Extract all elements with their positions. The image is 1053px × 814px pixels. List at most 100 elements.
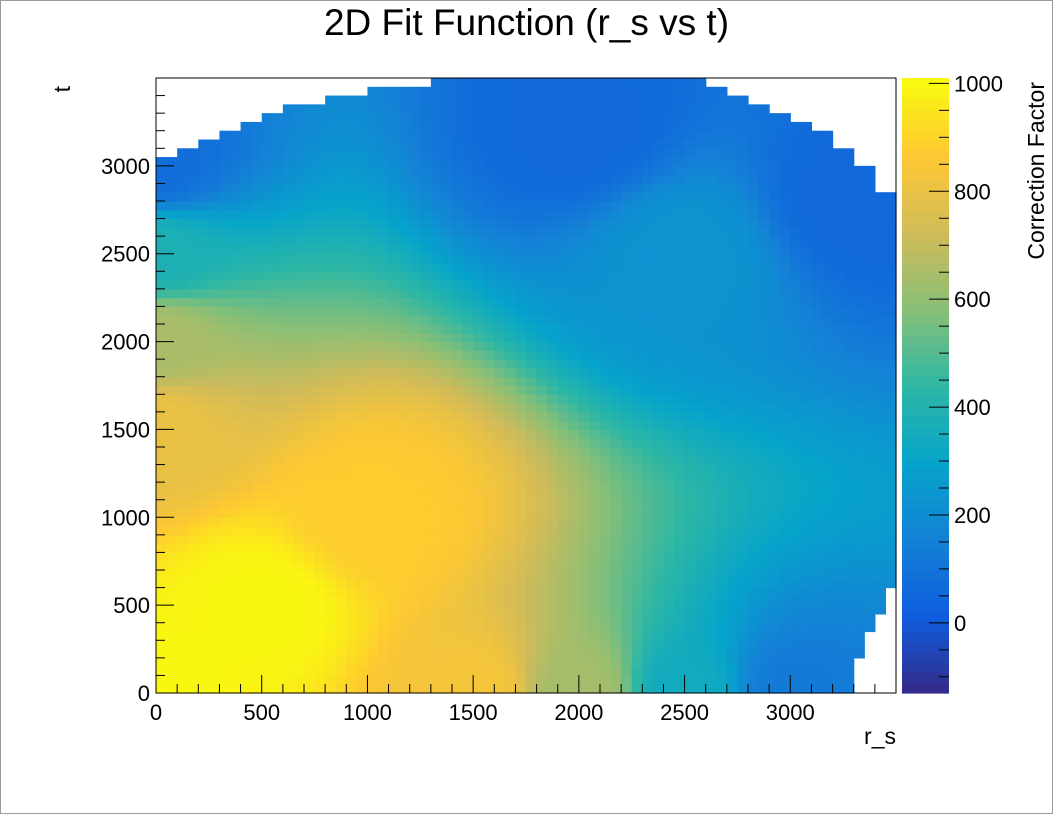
heatmap-cell [652, 174, 665, 185]
heatmap-cell [452, 148, 464, 158]
heatmap-cell [504, 552, 517, 562]
heatmap-cell [589, 499, 601, 510]
heatmap-cell [230, 341, 242, 351]
heatmap-cell [822, 464, 834, 474]
heatmap-cell [822, 350, 834, 360]
heatmap-cell [272, 262, 284, 272]
heatmap-cell [378, 201, 390, 211]
heatmap-cell [600, 174, 612, 185]
heatmap-cell [811, 139, 823, 149]
heatmap-cell [251, 649, 263, 659]
heatmap-cell [261, 385, 273, 395]
heatmap-cell [346, 499, 358, 510]
heatmap-cell [737, 464, 749, 474]
heatmap-cell [441, 183, 453, 193]
heatmap-cell [536, 78, 548, 88]
heatmap-cell [853, 473, 865, 483]
heatmap-cell [198, 394, 210, 404]
heatmap-cell [230, 218, 242, 228]
heatmap-cell [378, 657, 390, 668]
heatmap-cell [652, 253, 665, 264]
heatmap-cell [494, 236, 506, 246]
heatmap-cell [198, 613, 210, 624]
heatmap-cell [441, 587, 453, 597]
heatmap-cell [483, 508, 495, 518]
heatmap-cell [409, 271, 421, 281]
heatmap-cell [504, 113, 517, 123]
heatmap-cell [378, 587, 390, 597]
heatmap-cell [251, 253, 263, 264]
heatmap-cell [420, 359, 432, 369]
heatmap-cell [282, 684, 295, 694]
heatmap-cell [726, 385, 739, 395]
heatmap-cell [526, 315, 538, 325]
heatmap-cell [536, 447, 548, 457]
heatmap-cell [769, 218, 781, 228]
heatmap-cell [843, 429, 855, 439]
heatmap-cell [800, 121, 813, 132]
heatmap-cell [758, 526, 770, 536]
heatmap-cell [621, 95, 633, 105]
heatmap-cell [304, 218, 316, 228]
color-scale-tick-label: 600 [954, 287, 991, 312]
heatmap-cell [557, 561, 569, 571]
heatmap-cell [758, 613, 770, 624]
heatmap-cell [526, 332, 538, 343]
heatmap-cell [462, 201, 474, 211]
heatmap-cell [304, 201, 316, 211]
heatmap-cell [462, 429, 474, 439]
heatmap-cell [610, 429, 622, 439]
heatmap-cell [504, 165, 517, 176]
heatmap-cell [272, 605, 284, 615]
heatmap-cell [843, 640, 855, 650]
heatmap-cell [378, 306, 390, 316]
heatmap-cell [504, 209, 517, 220]
heatmap-cell [758, 455, 770, 466]
heatmap-cell [589, 570, 601, 580]
heatmap-cell [674, 315, 686, 325]
heatmap-cell [589, 675, 601, 685]
heatmap-cell [536, 570, 548, 580]
heatmap-cell [811, 350, 823, 360]
heatmap-cell [726, 534, 739, 545]
heatmap-cell [462, 508, 474, 518]
heatmap-cell [674, 121, 686, 132]
heatmap-cell [230, 192, 242, 202]
heatmap-cell [293, 649, 305, 659]
heatmap-cell [726, 157, 739, 167]
heatmap-cell [705, 534, 717, 545]
heatmap-cell [293, 631, 305, 641]
heatmap-cell [409, 596, 421, 606]
heatmap-cell [230, 253, 242, 264]
heatmap-cell [578, 403, 591, 413]
heatmap-cell [779, 253, 791, 264]
heatmap-cell [547, 209, 559, 220]
heatmap-cell [420, 227, 432, 237]
heatmap-cell [166, 640, 178, 650]
heatmap-cell [409, 570, 421, 580]
heatmap-cell [864, 332, 876, 343]
heatmap-cell [504, 376, 517, 387]
heatmap-cell [240, 411, 252, 422]
heatmap-cell [769, 587, 781, 597]
heatmap-cell [726, 622, 739, 633]
heatmap-cell [822, 499, 834, 510]
heatmap-cell [684, 113, 696, 123]
heatmap-cell [251, 561, 263, 571]
heatmap-cell [515, 297, 527, 308]
heatmap-cell [748, 473, 760, 483]
heatmap-cell [314, 455, 326, 466]
heatmap-cell [409, 534, 421, 545]
heatmap-cell [325, 209, 337, 220]
heatmap-cell [304, 165, 316, 176]
heatmap-cell [430, 341, 443, 351]
heatmap-cell [832, 455, 844, 466]
heatmap-cell [367, 447, 379, 457]
heatmap-cell [462, 657, 474, 668]
heatmap-cell [832, 315, 844, 325]
heatmap-cell [557, 78, 569, 88]
heatmap-cell [166, 649, 178, 659]
heatmap-cell [409, 438, 421, 448]
heatmap-cell [282, 341, 295, 351]
heatmap-cell [621, 139, 633, 149]
